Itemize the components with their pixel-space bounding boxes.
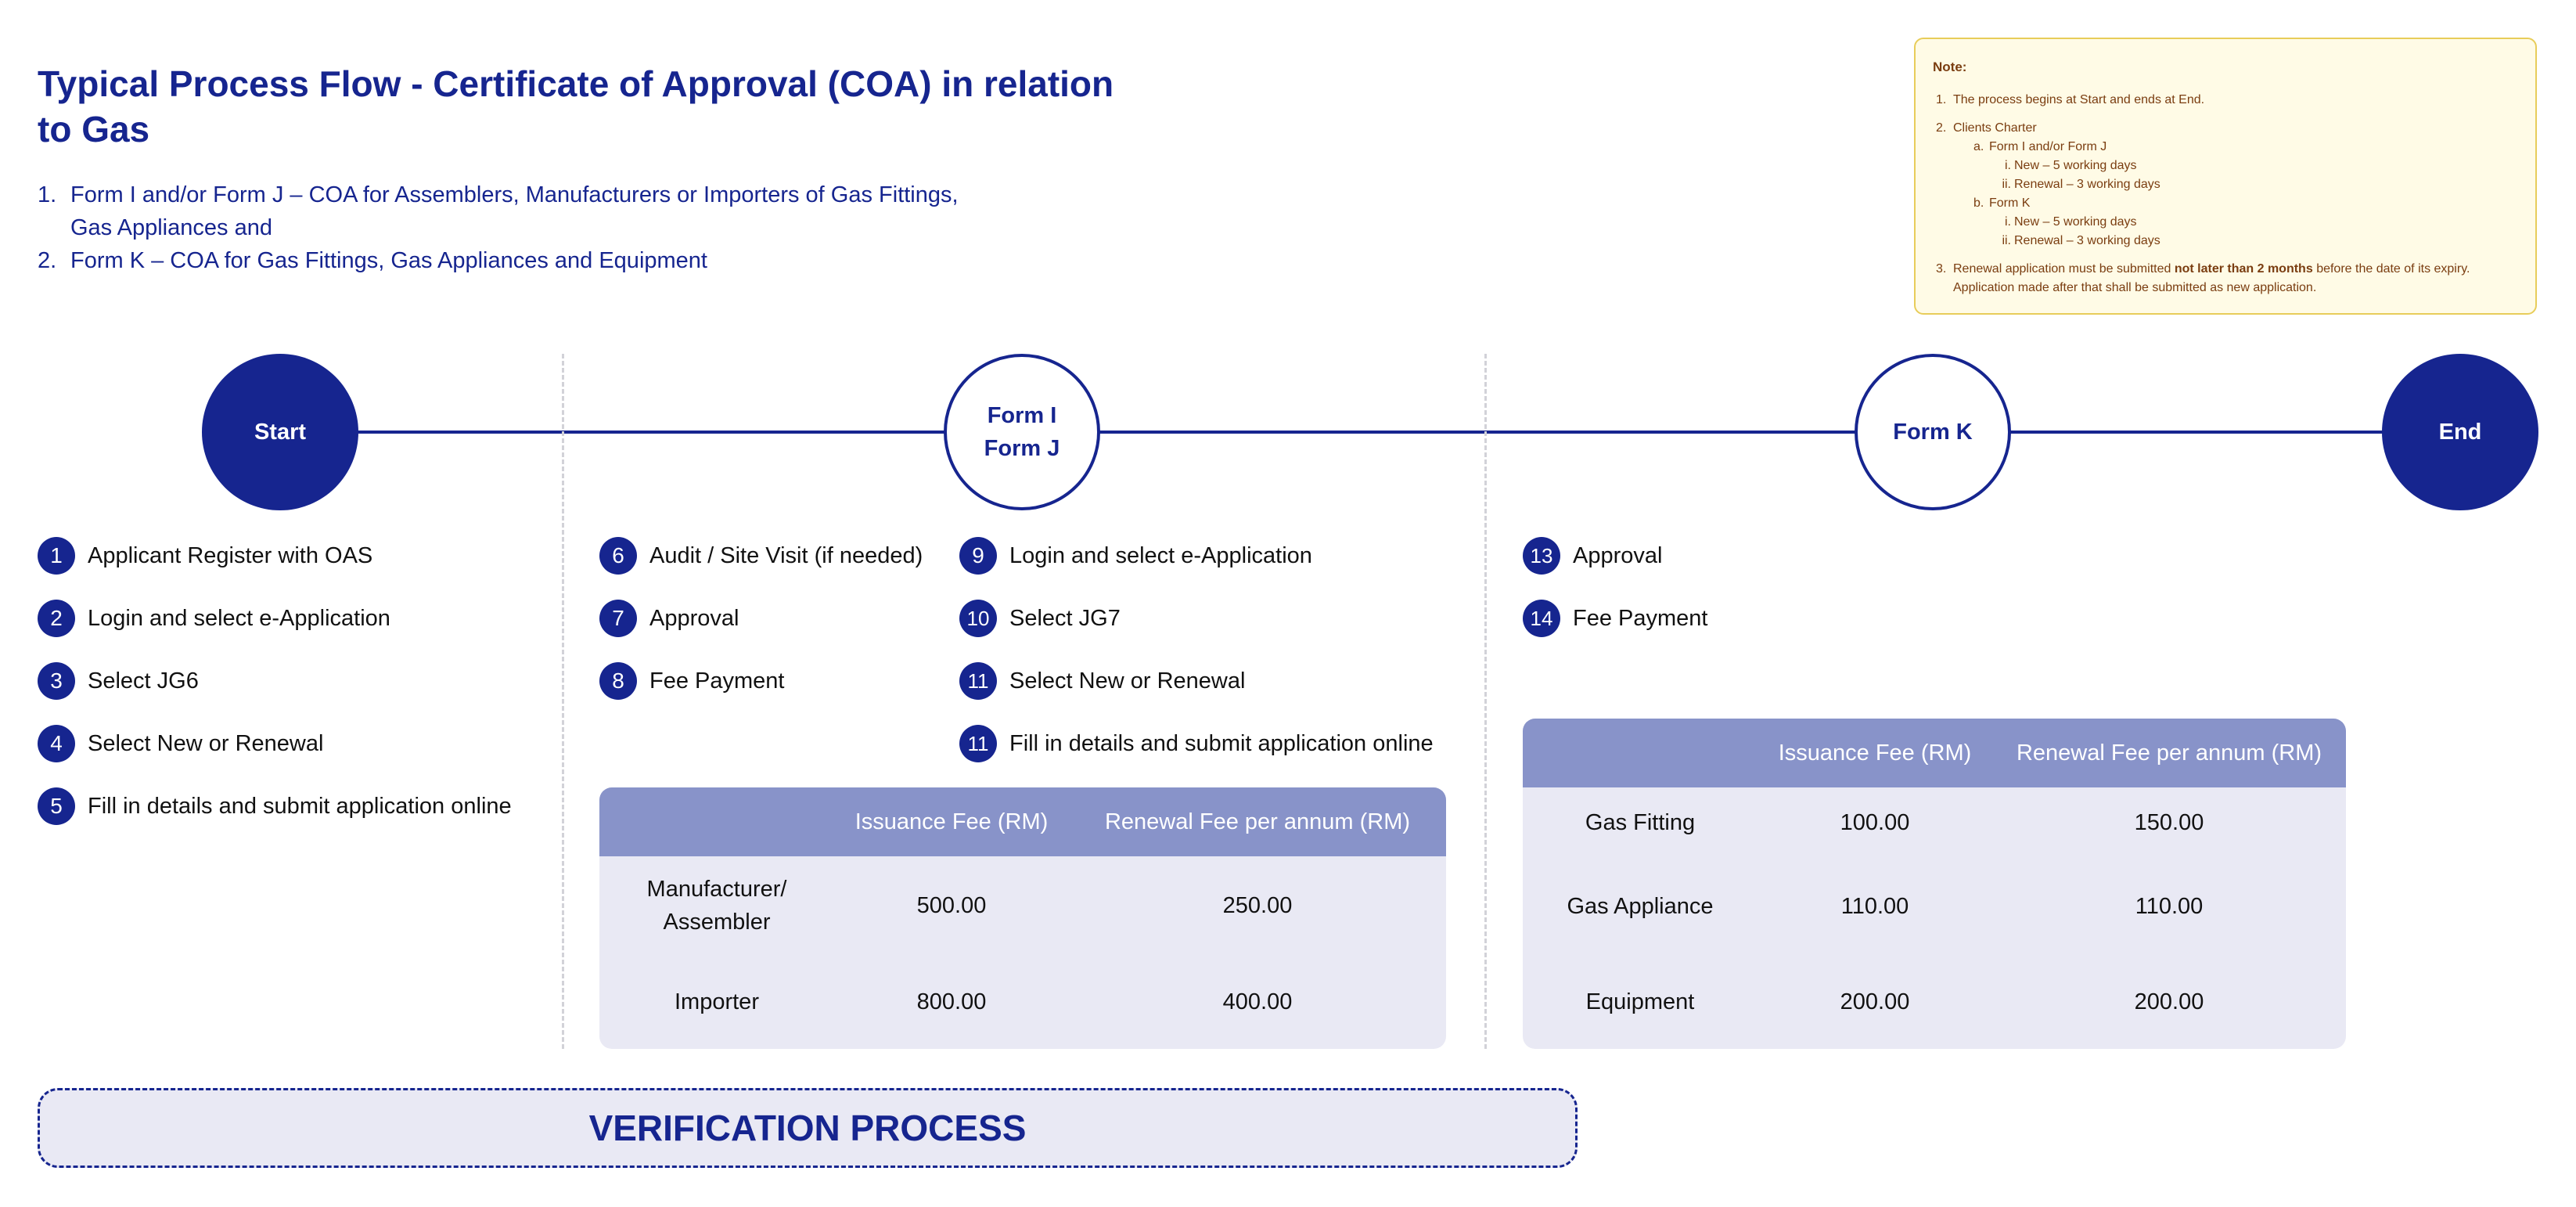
step-label: Fee Payment [1573,605,1708,631]
step-badge: 6 [599,537,637,575]
step-item: 6 Audit / Site Visit (if needed) [599,537,923,575]
intro-text: Form K – COA for Gas Fittings, Gas Appli… [70,248,707,273]
issuance-fee: 110.00 [1840,894,1909,919]
start-node: Start [202,354,358,510]
note-item-1: 1. The process begins at Start and ends a… [1936,93,2205,106]
form-ij-node: Form I Form J [944,354,1100,510]
verification-process-banner: VERIFICATION PROCESS [38,1088,1578,1168]
step-badge: 11 [959,662,997,700]
step-item: 7 Approval [599,600,739,637]
renewal-fee: 150.00 [2134,810,2204,835]
step-badge: 4 [38,725,75,762]
table-header: Issuance Fee (RM) Renewal Fee per annum … [599,787,1446,856]
step-badge: 14 [1523,600,1560,637]
issuance-fee: 200.00 [1840,989,1910,1014]
step-item: 14 Fee Payment [1523,600,1707,637]
step-badge: 2 [38,600,75,637]
step-item: 4 Select New or Renewal [38,725,323,762]
renewal-fee: 400.00 [1222,989,1293,1014]
note-item-2b-i: i. New – 5 working days [2005,215,2137,229]
step-label: Select New or Renewal [88,730,324,756]
table-row: Gas Fitting 100.00 150.00 [1523,787,2346,858]
intro-number: 1. [38,182,57,207]
step-item: 11 Fill in details and submit application… [959,725,1434,762]
step-item: 3 Select JG6 [38,662,199,700]
table-header: Issuance Fee (RM) Renewal Fee per annum … [1523,719,2346,787]
note-item-3-line2: Application made after that shall be sub… [1953,281,2317,294]
issuance-fee: 100.00 [1840,810,1910,835]
step-badge: 11 [959,725,997,762]
step-label: Fee Payment [649,668,785,694]
column-header: Issuance Fee (RM) [854,809,1049,834]
row-label: Equipment [1585,989,1695,1014]
row-label: Manufacturer/ Assembler [646,877,787,935]
section-divider [562,354,564,1049]
issuance-fee: 800.00 [916,989,987,1014]
intro-number: 2. [38,248,57,273]
note-item-2b: b. Form K [1973,196,2031,210]
step-label: Login and select e-Application [88,605,390,631]
step-label: Applicant Register with OAS [88,542,373,568]
note-item-2a-ii: ii. Renewal – 3 working days [2002,178,2160,191]
end-node: End [2382,354,2538,510]
step-item: 13 Approval [1523,537,1662,575]
step-badge: 10 [959,600,997,637]
step-badge: 3 [38,662,75,700]
column-header: Renewal Fee per annum (RM) [2016,740,2322,766]
step-label: Audit / Site Visit (if needed) [649,542,923,568]
step-item: 11 Select New or Renewal [959,662,1245,700]
step-label: Approval [1573,542,1663,568]
column-header: Renewal Fee per annum (RM) [1104,809,1411,834]
step-label: Select New or Renewal [1009,668,1246,694]
section-divider [1484,354,1487,1049]
table-row: Equipment 200.00 200.00 [1523,955,2346,1049]
form-k-node: Form K [1855,354,2011,510]
intro-item: 2. Form K – COA for Gas Fittings, Gas App… [38,244,977,277]
note-item-3: 3. Renewal application must be submitted … [1936,262,2470,276]
step-label: Approval [649,605,739,631]
step-badge: 13 [1523,537,1560,575]
step-item: 2 Login and select e-Application [38,600,390,637]
row-label: Gas Appliance [1567,894,1714,919]
step-item: 8 Fee Payment [599,662,784,700]
step-item: 1 Applicant Register with OAS [38,537,372,575]
fee-table-form-ij: Issuance Fee (RM) Renewal Fee per annum … [599,787,1446,1049]
flow-line [279,431,2460,434]
step-badge: 7 [599,600,637,637]
step-item: 5 Fill in details and submit application … [38,787,512,825]
column-header: Issuance Fee (RM) [1778,740,1972,766]
step-label: Login and select e-Application [1009,542,1312,568]
note-item-2b-ii: ii. Renewal – 3 working days [2002,234,2160,247]
fee-table-form-k: Issuance Fee (RM) Renewal Fee per annum … [1523,719,2346,1049]
note-item-2: 2. Clients Charter [1936,121,2037,135]
step-label: Fill in details and submit application o… [88,793,512,819]
step-badge: 9 [959,537,997,575]
table-row: Gas Appliance 110.00 110.00 [1523,858,2346,955]
note-item-2a-i: i. New – 5 working days [2005,159,2137,172]
step-label: Select JG7 [1009,605,1121,631]
intro-list: 1. Form I and/or Form J – COA for Assembl… [38,178,977,277]
step-badge: 8 [599,662,637,700]
note-title: Note: [1933,59,1967,74]
row-label: Gas Fitting [1585,810,1696,835]
note-item-2a: a. Form I and/or Form J [1973,140,2107,153]
renewal-fee: 110.00 [2135,894,2204,919]
intro-item: 1. Form I and/or Form J – COA for Assembl… [38,178,977,244]
page-title: Typical Process Flow - Certificate of Ap… [38,63,1114,150]
step-item: 10 Select JG7 [959,600,1121,637]
note-box: Note: 1. The process begins at Start and … [1914,38,2537,315]
step-badge: 5 [38,787,75,825]
step-badge: 1 [38,537,75,575]
renewal-fee: 250.00 [1222,893,1293,918]
row-label: Importer [675,989,759,1014]
step-label: Select JG6 [88,668,199,694]
table-row: Manufacturer/ Assembler 500.00 250.00 [599,856,1446,955]
table-row: Importer 800.00 400.00 [599,955,1446,1049]
step-label: Fill in details and submit application o… [1009,730,1434,756]
step-item: 9 Login and select e-Application [959,537,1312,575]
renewal-fee: 200.00 [2134,989,2204,1014]
intro-text: Form I and/or Form J – COA for Assembler… [70,182,959,240]
issuance-fee: 500.00 [916,893,987,918]
